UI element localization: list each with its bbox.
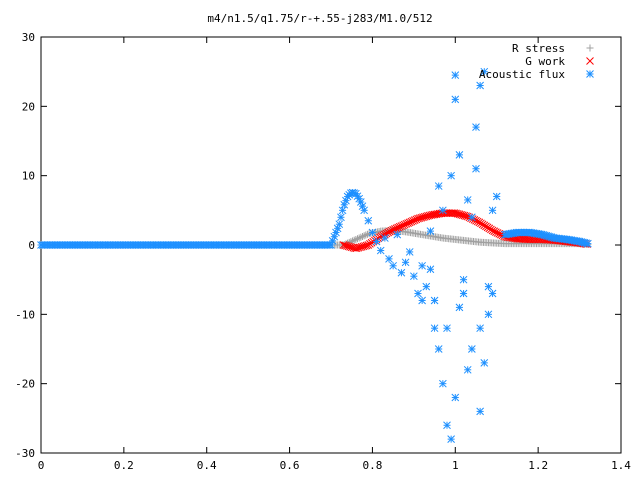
y-tick-label: 30 xyxy=(22,31,35,44)
data-point xyxy=(484,282,493,291)
legend-marker xyxy=(586,57,594,65)
data-point xyxy=(492,192,501,201)
data-point xyxy=(447,435,455,443)
x-tick-label: 0.4 xyxy=(197,459,217,472)
data-point xyxy=(443,421,451,430)
legend-marker xyxy=(586,70,594,78)
plot-area xyxy=(37,67,592,443)
data-point xyxy=(363,230,371,238)
data-point xyxy=(362,231,370,239)
legend-label: R stress xyxy=(512,42,565,55)
data-point xyxy=(410,272,418,281)
data-point xyxy=(468,345,476,353)
data-point xyxy=(484,310,493,319)
data-point xyxy=(463,196,472,204)
data-point xyxy=(376,246,385,255)
data-point xyxy=(480,67,489,76)
legend-label: Acoustic flux xyxy=(479,68,565,81)
data-point xyxy=(364,216,373,225)
data-point xyxy=(463,365,472,374)
x-tick-label: 0 xyxy=(38,459,45,472)
data-point xyxy=(397,268,406,277)
legend-marker xyxy=(586,44,594,52)
x-tick-label: 1 xyxy=(452,459,459,472)
data-point xyxy=(422,282,431,291)
data-point xyxy=(381,234,389,242)
data-point xyxy=(414,289,422,298)
axes: 0 0.2 0.4 0.6 0.8 1 1.2 1.4 30 20 10 0 -10 -20 -30 xyxy=(15,31,631,472)
data-point xyxy=(405,248,414,256)
data-point xyxy=(354,235,362,243)
data-point xyxy=(476,407,484,416)
data-point xyxy=(459,289,468,298)
data-point xyxy=(389,261,397,270)
x-tick-label: 0.8 xyxy=(362,459,382,472)
data-point xyxy=(355,234,363,242)
data-point xyxy=(385,255,393,263)
series-acoustic-flux xyxy=(37,67,592,443)
data-point xyxy=(451,393,460,402)
data-point xyxy=(335,220,344,229)
data-point xyxy=(360,232,368,240)
data-point xyxy=(480,359,489,367)
data-point xyxy=(350,236,358,244)
data-point xyxy=(337,213,345,222)
data-point xyxy=(368,228,377,237)
data-point xyxy=(401,258,410,267)
data-point xyxy=(472,164,480,173)
data-point xyxy=(455,151,464,159)
data-point xyxy=(455,303,464,312)
data-point xyxy=(352,235,360,243)
data-point xyxy=(338,206,347,215)
data-point xyxy=(451,71,460,79)
y-tick-label: 20 xyxy=(22,100,35,113)
data-point xyxy=(476,324,484,333)
data-point xyxy=(447,171,455,180)
chart-title: m4/n1.5/q1.75/r-+.55-j283/M1.0/512 xyxy=(207,12,432,25)
data-point xyxy=(426,265,435,274)
data-point xyxy=(439,379,447,388)
data-point xyxy=(430,324,439,333)
data-point xyxy=(430,296,439,305)
x-tick-label: 0.2 xyxy=(114,459,134,472)
x-tick-label: 1.2 xyxy=(528,459,548,472)
data-point xyxy=(584,239,592,248)
y-tick-label: -10 xyxy=(15,308,35,321)
data-point xyxy=(488,289,497,298)
data-point xyxy=(349,237,357,245)
data-point xyxy=(342,196,350,205)
data-point xyxy=(418,261,426,270)
y-tick-label: 0 xyxy=(28,239,35,252)
x-tick-label: 0.6 xyxy=(280,459,300,472)
data-point xyxy=(488,206,497,215)
legend-label: G work xyxy=(525,55,565,68)
y-tick-label: -20 xyxy=(15,378,35,391)
data-point xyxy=(459,275,468,284)
data-point xyxy=(434,345,443,353)
data-point xyxy=(393,230,402,239)
data-point xyxy=(360,206,368,215)
data-point xyxy=(472,123,480,131)
y-tick-label: 10 xyxy=(22,170,35,183)
data-point xyxy=(372,237,381,246)
data-point xyxy=(443,324,451,333)
data-point xyxy=(426,227,435,235)
data-point xyxy=(439,206,447,215)
data-point xyxy=(434,182,443,190)
data-point xyxy=(358,232,366,240)
x-tick-label: 1.4 xyxy=(611,459,631,472)
y-tick-label: -30 xyxy=(15,447,35,460)
data-point xyxy=(468,213,476,222)
data-point xyxy=(418,296,426,305)
data-point xyxy=(357,233,365,241)
data-point xyxy=(451,95,460,104)
data-point xyxy=(476,81,484,90)
